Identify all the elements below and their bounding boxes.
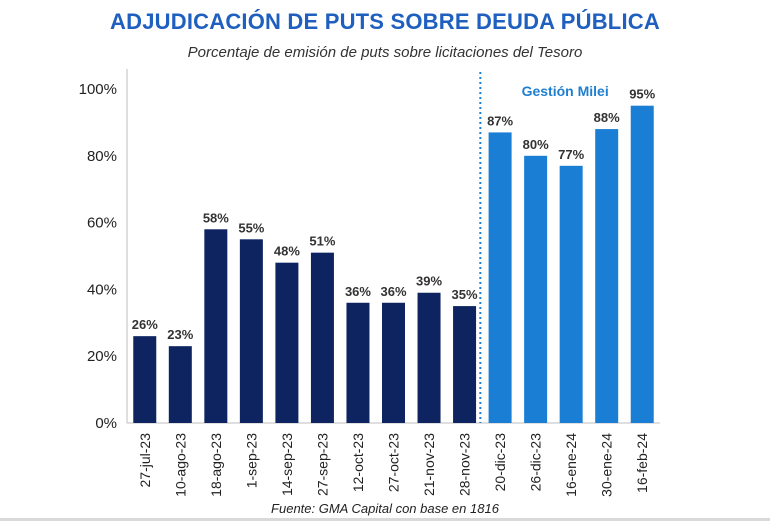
category-label: 12-oct-23	[350, 433, 366, 492]
bar	[488, 132, 512, 424]
source-note: Fuente: GMA Capital con base en 1816	[271, 501, 499, 516]
data-label: 80%	[523, 137, 549, 152]
bar	[133, 336, 157, 423]
category-label: 14-sep-23	[279, 433, 295, 496]
category-label: 26-dic-23	[528, 433, 544, 492]
category-label: 18-ago-23	[208, 433, 224, 497]
bar	[204, 229, 228, 423]
data-label: 36%	[380, 284, 406, 299]
bar	[630, 105, 654, 423]
bar	[239, 239, 263, 423]
y-tick-label: 80%	[87, 148, 117, 165]
category-label: 27-sep-23	[314, 433, 330, 496]
y-tick-label: 0%	[95, 415, 117, 432]
chart-annotation: Gestión Milei	[479, 72, 609, 423]
y-tick-label: 100%	[79, 81, 117, 98]
data-label: 88%	[594, 110, 620, 125]
category-label: 27-oct-23	[386, 433, 402, 492]
data-label: 48%	[274, 244, 300, 259]
category-label: 20-dic-23	[492, 433, 508, 492]
bar	[524, 155, 548, 424]
data-label: 77%	[558, 147, 584, 162]
category-label: 16-feb-24	[634, 433, 650, 493]
category-label: 21-nov-23	[421, 433, 437, 496]
category-label: 16-ene-24	[563, 433, 579, 497]
data-label: 58%	[203, 210, 229, 225]
y-tick-label: 60%	[87, 215, 117, 232]
category-label: 28-nov-23	[457, 433, 473, 496]
bar	[417, 292, 441, 423]
bar	[168, 346, 192, 423]
bar	[559, 165, 583, 423]
data-label: 23%	[167, 327, 193, 342]
bar	[382, 302, 405, 423]
bar	[275, 262, 299, 423]
category-label: 10-ago-23	[172, 433, 188, 497]
y-tick-label: 40%	[87, 281, 117, 298]
category-label: 1-sep-23	[243, 433, 259, 488]
bottom-rule	[0, 518, 770, 521]
annotation-label: Gestión Milei	[522, 83, 609, 99]
bar	[310, 252, 334, 423]
y-tick-label: 20%	[87, 348, 117, 365]
chart-title: ADJUDICACIÓN DE PUTS SOBRE DEUDA PÚBLICA	[110, 9, 660, 34]
chart-y-tick-labels: 0% 20% 40% 60% 80% 100%	[79, 81, 117, 432]
data-label: 55%	[238, 220, 264, 235]
data-label: 87%	[487, 113, 513, 128]
bar	[346, 302, 370, 423]
chart-subtitle: Porcentaje de emisión de puts sobre lici…	[187, 44, 583, 61]
chart-bars	[133, 105, 654, 424]
data-label: 51%	[309, 234, 335, 249]
bar	[453, 306, 477, 423]
chart-category-labels: 27-jul-23 10-ago-23 18-ago-23 1-sep-23 14-se…	[137, 433, 650, 497]
data-label: 39%	[416, 274, 442, 289]
chart-data-labels: 26% 23% 58% 55% 48% 51% 36% 36% 39% 35% 87% 80% 77% 8…	[132, 87, 656, 342]
data-label: 36%	[345, 284, 371, 299]
category-label: 27-jul-23	[137, 433, 153, 488]
data-label: 35%	[452, 287, 478, 302]
bar	[595, 129, 619, 423]
data-label: 26%	[132, 317, 158, 332]
data-label: 95%	[629, 87, 655, 102]
category-label: 30-ene-24	[599, 433, 615, 497]
